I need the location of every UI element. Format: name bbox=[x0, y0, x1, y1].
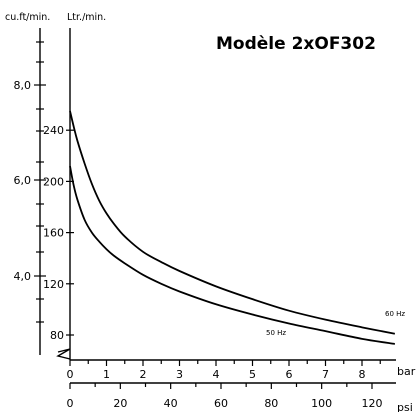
bar-tick-2: 2 bbox=[140, 368, 147, 381]
bar-unit-label: bar bbox=[397, 365, 416, 378]
bar-tick-4: 4 bbox=[213, 368, 220, 381]
psi-tick-0: 0 bbox=[67, 397, 74, 410]
cfm-unit-label: cu.ft/min. bbox=[5, 12, 50, 23]
lpm-tick-80: 80 bbox=[50, 329, 64, 342]
psi-tick-80: 80 bbox=[264, 397, 278, 410]
cfm-tick-4: 4,0 bbox=[14, 270, 32, 283]
psi-unit-label: psi bbox=[397, 401, 413, 412]
bar-tick-labels: 0 1 2 3 4 5 6 7 8 bbox=[67, 360, 381, 381]
series-60hz-label: 60 Hz bbox=[385, 310, 405, 318]
series-60hz-line bbox=[69, 110, 396, 335]
lpm-unit-label: Ltr./min. bbox=[67, 12, 106, 23]
cfm-tick-6: 6,0 bbox=[14, 174, 32, 187]
psi-tick-100: 100 bbox=[311, 397, 332, 410]
lpm-tick-labels: 240 200 160 120 80 bbox=[43, 124, 74, 342]
lpm-tick-240: 240 bbox=[43, 124, 64, 137]
lpm-tick-120: 120 bbox=[43, 278, 64, 291]
bar-tick-3: 3 bbox=[176, 368, 183, 381]
psi-tick-60: 60 bbox=[214, 397, 228, 410]
chart-title: Modèle 2xOF302 bbox=[216, 34, 376, 54]
series-50hz-label: 50 Hz bbox=[266, 329, 286, 337]
lpm-tick-200: 200 bbox=[43, 175, 64, 188]
series-50hz-line bbox=[69, 165, 395, 345]
cfm-tick-8: 8,0 bbox=[14, 79, 32, 92]
bar-tick-1: 1 bbox=[103, 368, 110, 381]
psi-tick-120: 120 bbox=[361, 397, 382, 410]
bar-tick-6: 6 bbox=[286, 368, 293, 381]
psi-tick-20: 20 bbox=[113, 397, 127, 410]
axis-break-mark bbox=[56, 348, 71, 360]
cfm-tick-labels: 8,0 6,0 4,0 bbox=[14, 79, 46, 283]
lpm-tick-160: 160 bbox=[43, 227, 64, 240]
cfm-minor-ticks bbox=[36, 41, 44, 323]
psi-tick-40: 40 bbox=[164, 397, 178, 410]
bar-tick-5: 5 bbox=[249, 368, 256, 381]
bar-tick-8: 8 bbox=[359, 368, 366, 381]
psi-tick-labels: 0 20 40 60 80 100 120 bbox=[67, 383, 382, 410]
bar-tick-0: 0 bbox=[67, 368, 74, 381]
bar-tick-7: 7 bbox=[322, 368, 329, 381]
